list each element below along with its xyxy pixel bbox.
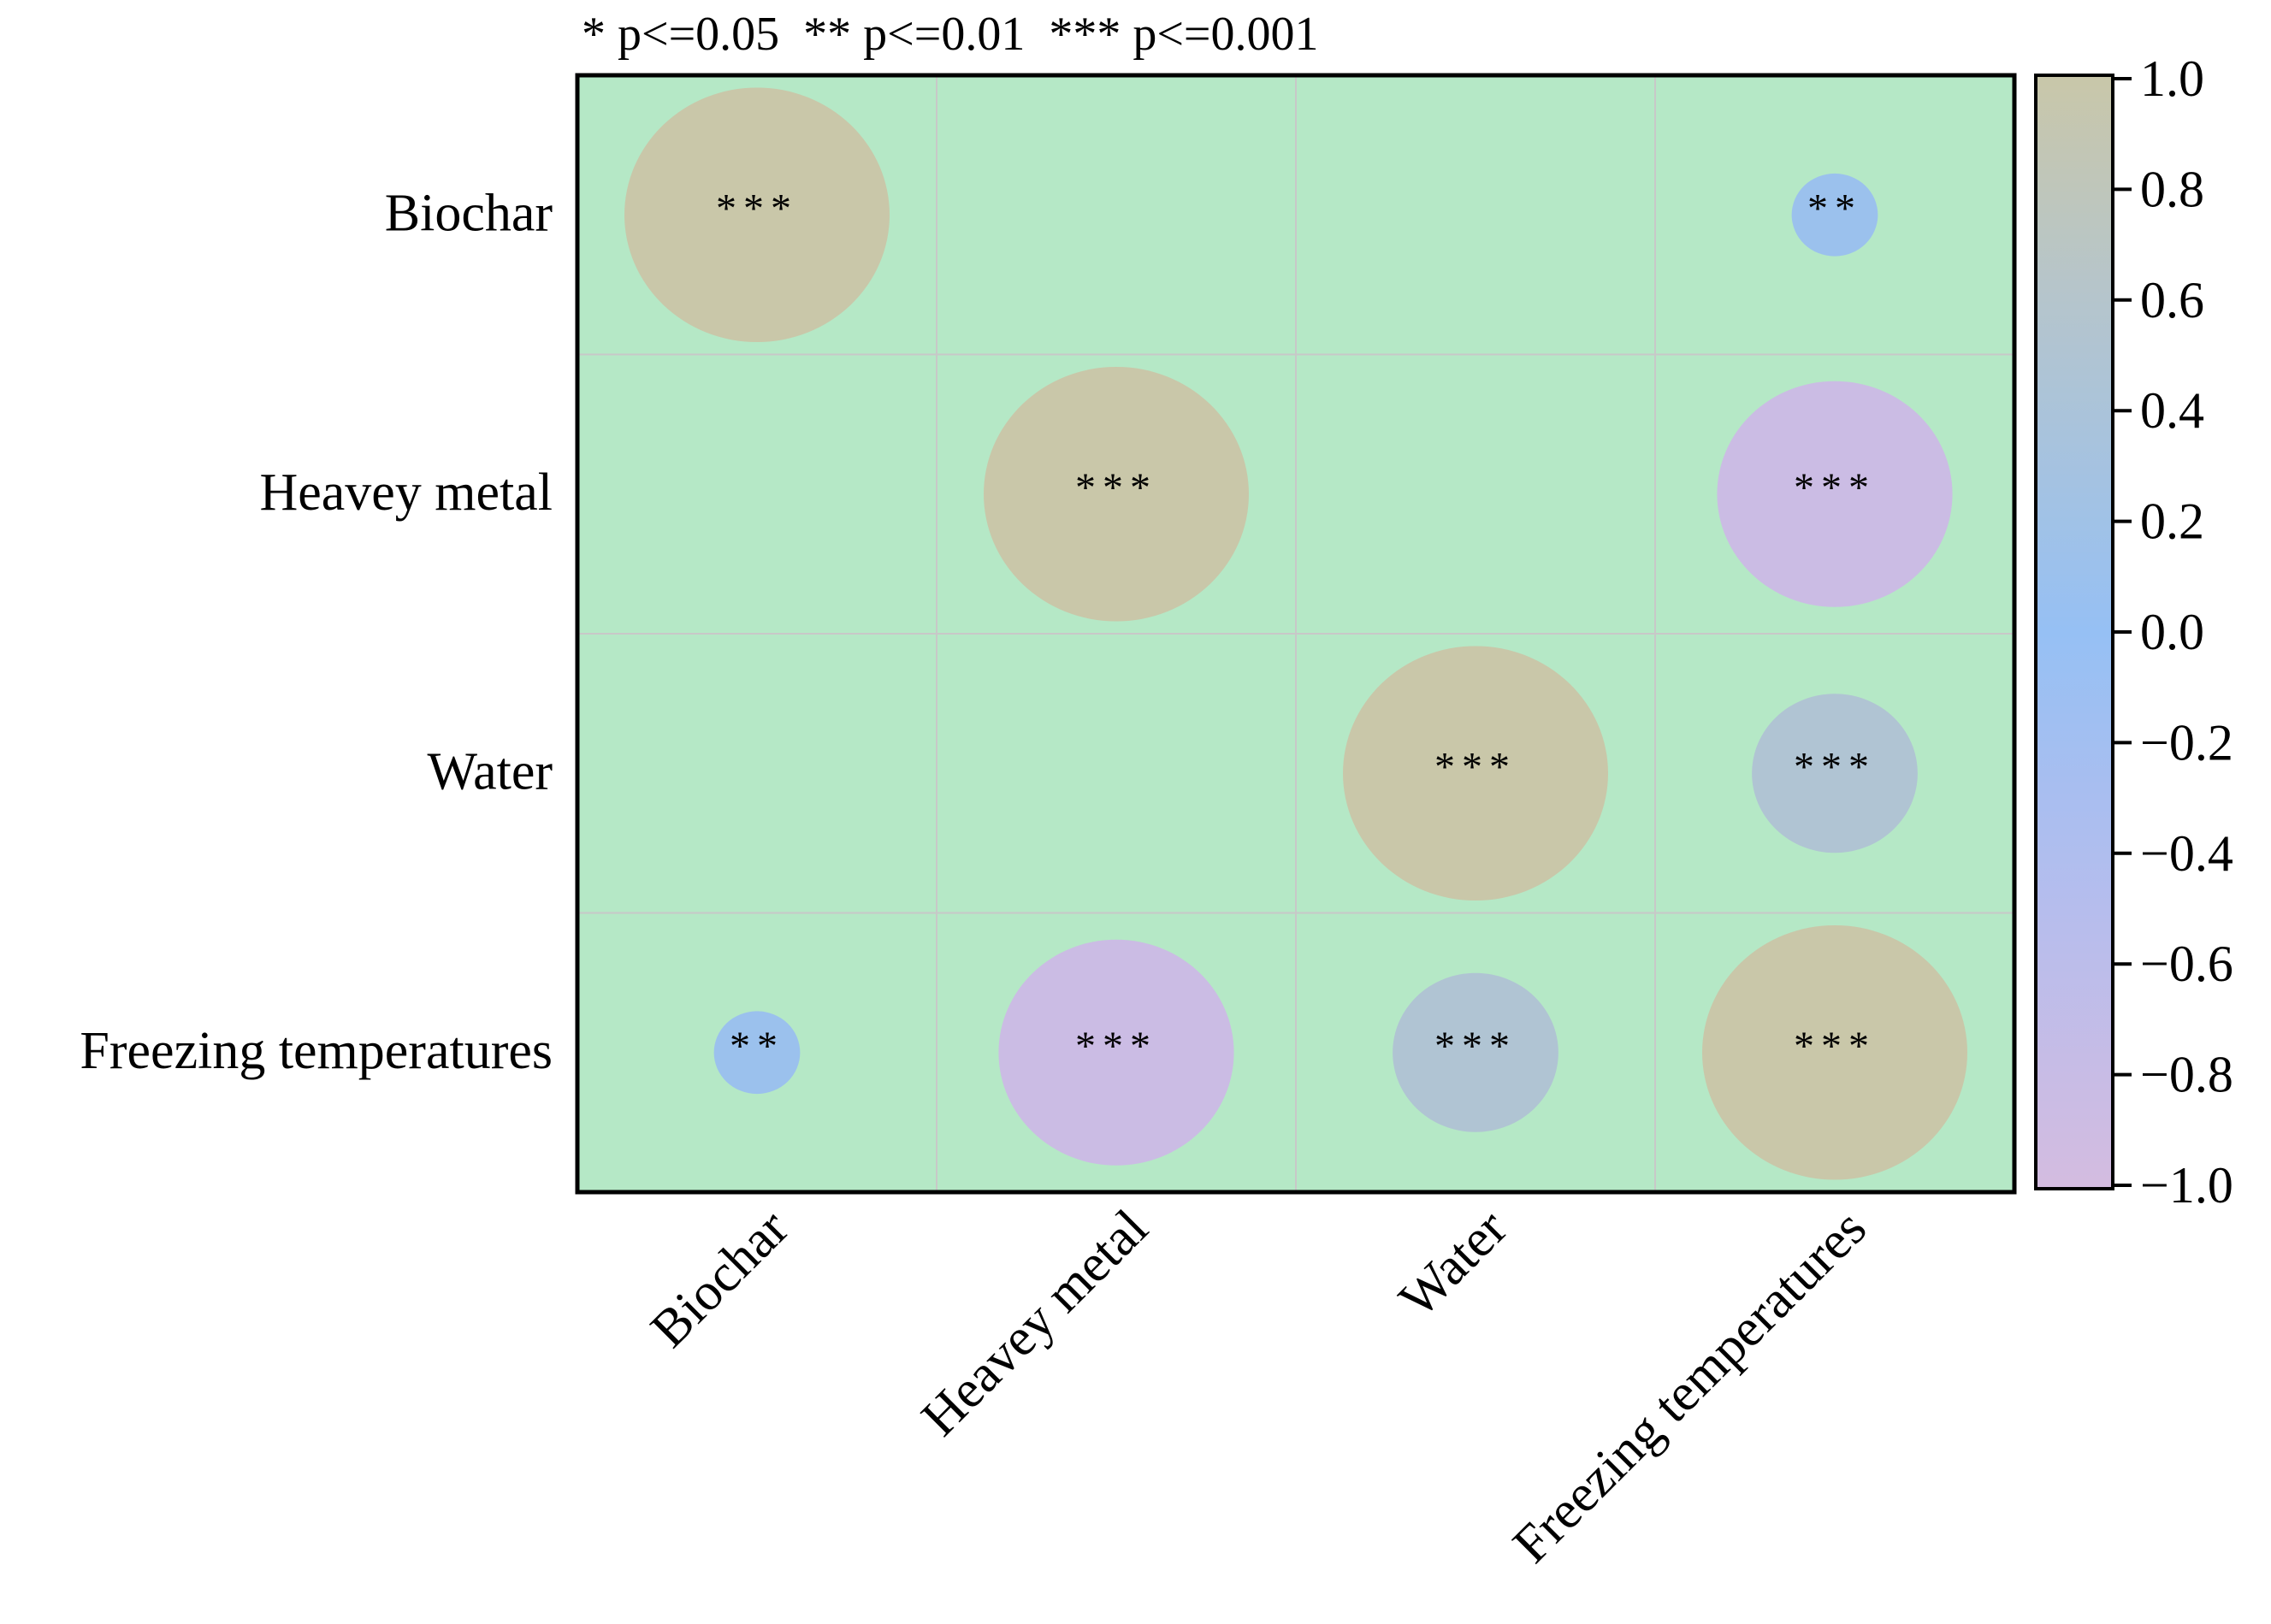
correlation-bubble (1791, 173, 1878, 257)
colorbar-tick-label: 0.2 (2140, 493, 2204, 550)
colorbar-tick-label: −1.0 (2140, 1157, 2233, 1214)
y-axis-label: Water (428, 742, 553, 800)
plot-frame (575, 73, 2017, 1195)
colorbar-tick-label: 0.0 (2140, 604, 2204, 660)
x-axis-label: Heavey metal (911, 1199, 1159, 1447)
colorbar-tick-label: −0.6 (2140, 936, 2233, 992)
colorbar-tick-label: −0.4 (2140, 825, 2233, 882)
y-axis-label: Biochar (385, 184, 553, 242)
significance-label: *** (1434, 1024, 1517, 1069)
chart-title: * p<=0.05 ** p<=0.01 *** p<=0.001 (582, 8, 1319, 61)
colorbar-tick-label: 0.6 (2140, 272, 2204, 328)
colorbar-ticks: 1.0 0.8 0.6 0.4 0.2 0.0 −0.2 −0.4 −0.6 −0.8 −1.0 (2113, 50, 2233, 1214)
correlation-bubble (984, 366, 1249, 622)
x-axis-label: Water (1388, 1199, 1518, 1329)
significance-label: *** (1794, 744, 1876, 789)
colorbar-tick-label: −0.2 (2140, 714, 2233, 771)
colorbar (2034, 74, 2114, 1190)
significance-label: *** (1075, 1024, 1157, 1069)
correlation-bubble (1343, 646, 1608, 901)
colorbar-tick-label: 1.0 (2140, 50, 2204, 107)
correlation-bubble (624, 87, 890, 343)
significance-label: *** (716, 186, 798, 231)
y-axis-labels: Biochar Heavey metal Water Freezing tempera… (80, 184, 553, 1080)
significance-label: ** (1807, 186, 1862, 231)
y-axis-label: Freezing temperatures (80, 1022, 553, 1080)
correlation-bubbles (624, 87, 1967, 1180)
correlation-bubble (1752, 694, 1918, 853)
significance-label: *** (1794, 1024, 1876, 1069)
significance-labels: *** ***** ****** ***** *** *** *** (716, 186, 1876, 1069)
correlation-bubble (713, 1011, 801, 1095)
correlation-bubble (998, 939, 1234, 1166)
significance-label: *** (1075, 465, 1157, 511)
significance-label: *** (1794, 465, 1876, 511)
grid-lines (577, 75, 2014, 1192)
correlation-bubble (1717, 381, 1953, 607)
x-axis-label: Biochar (640, 1199, 800, 1359)
significance-label: *** (1434, 744, 1517, 789)
correlation-bubble (1393, 972, 1558, 1132)
correlation-bubble (1702, 924, 1967, 1180)
colorbar-tick-label: 0.8 (2140, 161, 2204, 217)
significance-label: ** (730, 1024, 784, 1069)
colorbar-tick-label: −0.8 (2140, 1047, 2233, 1103)
y-axis-label: Heavey metal (259, 464, 553, 522)
colorbar-tick-label: 0.4 (2140, 382, 2204, 439)
x-axis-label: Freezing temperatures (1502, 1199, 1878, 1574)
